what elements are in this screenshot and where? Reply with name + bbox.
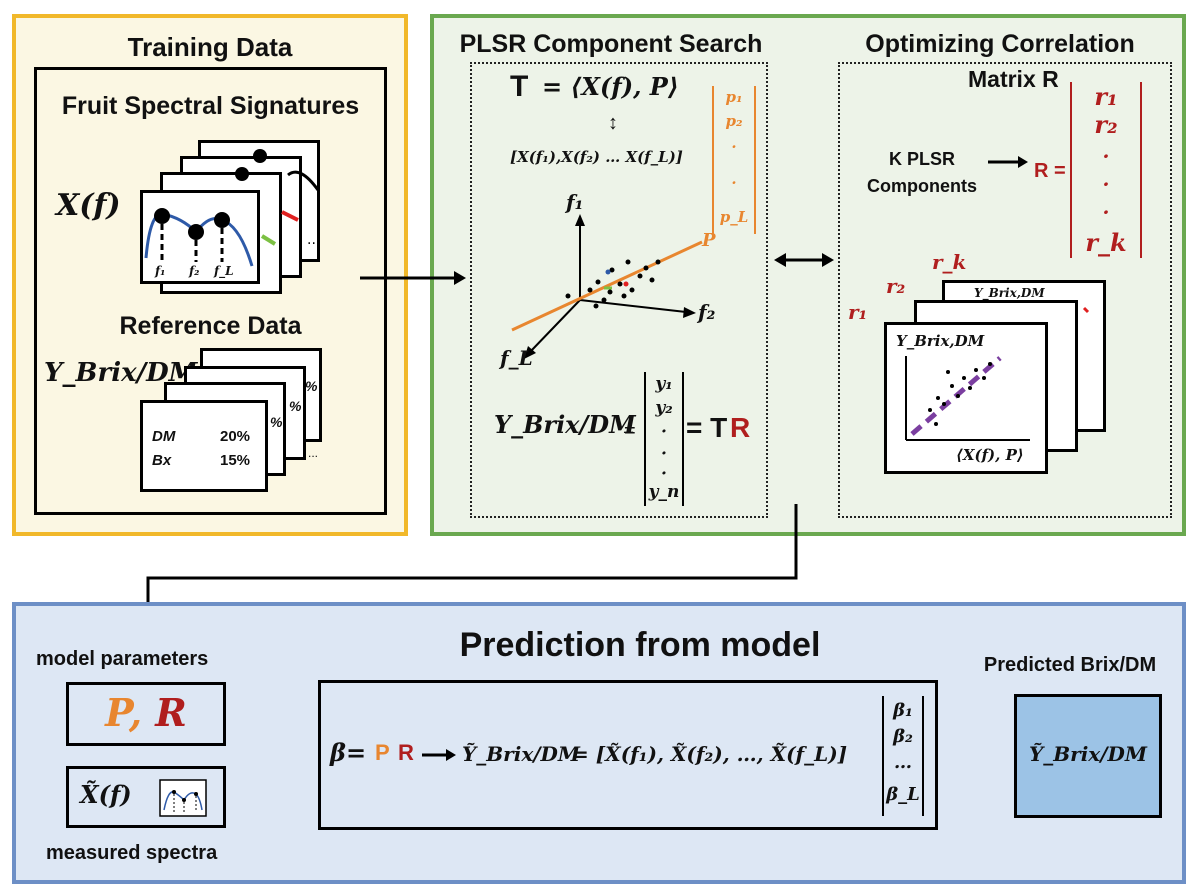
output-box (1014, 694, 1162, 818)
prediction-title: Prediction from model (459, 626, 821, 664)
r-vector-3: · (1102, 172, 1110, 196)
output-value: Ỹ_Brix/DM (1028, 742, 1148, 766)
axis-P-label: P (702, 230, 716, 251)
r-vector-5: r_k (1085, 228, 1127, 257)
model-parameters-label: model parameters (36, 648, 209, 670)
t-symbol: T (510, 70, 529, 103)
p-vector-3: · (731, 174, 737, 192)
f1-tick: f₁ (155, 264, 166, 278)
params-P: P (105, 690, 129, 735)
correlation-inner-box (838, 62, 1172, 518)
y-vector-2: · (661, 422, 667, 442)
updown-arrow-icon: ↕ (608, 112, 618, 134)
axis-fL-label: f_L (500, 346, 533, 370)
eq-rhs-t: = T (686, 412, 728, 443)
r-vector-1: r₂ (1094, 110, 1118, 139)
rk-label: r_k (932, 250, 967, 274)
beta-vector-0: β₁ (893, 700, 913, 721)
beta-vector-1: β₂ (893, 726, 913, 747)
measured-symbol: X̃(f) (80, 780, 132, 809)
plsr-inner-box (470, 62, 768, 518)
r-vector-bracket (1070, 82, 1142, 258)
svg-text:···: ··· (307, 236, 320, 252)
axis-f1-label: f₁ (566, 190, 584, 214)
x-vector-row: [X(f₁),X(f₂) … X(f_L)] (510, 148, 683, 166)
p-vector-1: p₂ (725, 112, 743, 130)
y-vector-3: · (661, 444, 667, 464)
card-pct-1: % (305, 378, 318, 394)
p-vector-bracket (712, 86, 756, 234)
t-rhs: = ⟨X(f), P⟩ (542, 72, 679, 101)
f2-tick: f₂ (189, 264, 200, 278)
scatter-card-1 (884, 322, 1048, 474)
prediction-formula-box (318, 680, 938, 830)
params-box (66, 682, 226, 746)
card-dots: ... (308, 446, 319, 460)
r-vector-2: · (1102, 144, 1110, 168)
card-pct-2: % (289, 398, 302, 414)
beta-R: R (398, 740, 414, 765)
beta-P: P (375, 740, 390, 765)
y-vector-5: y_n (648, 482, 680, 502)
r-equals: R = (1034, 160, 1066, 182)
params-R: R (155, 690, 187, 735)
beta-vector-2: … (894, 752, 912, 773)
dm-value: 20% (220, 428, 251, 445)
scatter-card-3-ylabel: Y_Brix,DM (974, 286, 1045, 300)
p-vector-0: p₁ (725, 88, 743, 106)
training-data-title: Training Data (127, 32, 293, 62)
reference-data-heading: Reference Data (119, 312, 302, 340)
p-vector-2: · (731, 138, 737, 156)
measured-spectra-label: measured spectra (46, 842, 218, 864)
beta-vector-3: β_L (886, 784, 920, 805)
eq-rhs-r: R (730, 412, 751, 443)
plsr-title: PLSR Component Search (459, 30, 763, 58)
beta-eq: β= (330, 738, 367, 767)
y-vector-4: · (661, 464, 667, 484)
beta-vector-bracket (882, 696, 924, 816)
y-vector-0: y₁ (655, 374, 673, 394)
scatter-xlabel: ⟨X(f), P⟩ (956, 446, 1024, 464)
fL-tick: f_L (214, 264, 234, 278)
k-plsr-label: K PLSR Components (867, 149, 977, 196)
plsr-eq-sign: = (624, 420, 636, 442)
r-vector-4: · (1102, 200, 1110, 224)
fruit-spectral-heading: Fruit Spectral Signatures (61, 92, 360, 120)
result-lhs: Ỹ_Brix/DM (462, 742, 581, 766)
bx-label: Bx (152, 452, 172, 469)
plsr-y-label: Y_Brix/DM (494, 410, 636, 439)
dm-label: DM (152, 428, 176, 445)
reference-card-1 (140, 400, 268, 492)
bx-value: 15% (220, 452, 251, 469)
x-of-f-label: X(f) (56, 188, 121, 223)
params-box-text: P, R (105, 690, 187, 735)
card-pct-3: % (270, 414, 283, 430)
correlation-title: Optimizing Correlation (865, 30, 1135, 58)
result-rhs: = [X̃(f₁), X̃(f₂), …, X̃(f_L)] (572, 742, 848, 766)
matrix-r-title: Matrix R (968, 66, 1059, 92)
r-vector-0: r₁ (1094, 82, 1118, 111)
y-vector-1: y₂ (655, 398, 673, 418)
p-vector-4: p_L (719, 208, 749, 226)
scatter-ylabel: Y_Brix,DM (896, 332, 985, 350)
r2-label: r₂ (886, 274, 906, 298)
output-title: Predicted Brix/DM (983, 654, 1157, 676)
y-vector-bracket (644, 372, 684, 506)
r1-label: r₁ (848, 300, 868, 324)
axis-f2-label: f₂ (698, 300, 716, 324)
